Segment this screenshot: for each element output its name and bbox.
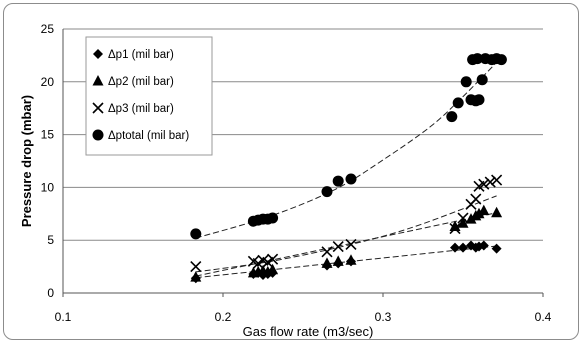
data-point [449,223,461,235]
x-tick-label: 0.4 [535,310,552,324]
data-point [267,253,279,265]
data-point [332,240,344,253]
y-axis-label: Pressure drop (mbar) [19,95,34,227]
legend-box [85,36,213,156]
data-point [252,257,264,269]
data-point [267,212,279,224]
data-point [460,76,472,88]
data-point [457,212,469,224]
data-point [446,111,458,123]
data-point [345,173,357,185]
legend-label: Δp3 (mil bar) [108,103,174,115]
data-point [473,94,485,106]
x-tick-label: 0.2 [215,310,232,324]
y-tick-label: 15 [41,128,55,142]
data-point [491,206,503,218]
y-tick-label: 20 [41,75,55,89]
data-point [491,174,503,186]
legend: Δp1 (mil bar) Δp2 (mil bar) Δp3 (mil bar) Δ… [85,36,213,156]
data-point [332,255,344,266]
data-point [478,240,489,251]
data-point [471,53,483,65]
y-tick-label: 0 [47,286,54,300]
legend-marker [92,102,104,114]
data-point [457,217,469,228]
data-point [345,238,357,250]
data-point [449,220,461,231]
legend-marker [93,49,103,59]
x-axis-label: Gas flow rate (m3/sec) [243,324,374,339]
trendline [195,195,497,273]
data-point [458,242,468,253]
data-point [262,256,274,268]
y-tick-label: 5 [47,233,54,247]
data-point [484,176,496,188]
data-point [190,228,202,240]
data-point [473,207,485,219]
data-point [478,204,490,216]
data-point [450,242,460,253]
data-point [478,178,490,190]
data-points [190,53,507,284]
legend-label: Δp1 (mil bar) [108,49,174,61]
legend-marker [92,129,104,141]
axes: 0 5 10 15 20 25 0.1 0.2 0.3 0.4 [41,22,552,324]
data-point [332,175,344,187]
data-point [190,271,202,282]
data-point [321,257,333,268]
data-point [190,261,202,273]
x-tick-label: 0.3 [375,310,392,324]
data-point [321,246,333,258]
y-tick-label: 25 [41,22,55,36]
data-point [321,186,333,198]
data-point [452,97,464,109]
data-point [491,243,502,254]
trendline [195,57,502,239]
data-point [465,213,477,224]
data-point [470,193,482,205]
data-point [495,54,507,66]
data-point [267,263,279,275]
data-point [345,254,357,265]
y-tick-label: 10 [41,180,55,194]
legend-label: Δptotal (mil bar) [108,130,189,142]
data-point [476,74,488,86]
trendline [195,245,497,279]
legend-label: Δp2 (mil bar) [108,76,174,88]
x-tick-label: 0.1 [55,310,72,324]
trendline [195,212,497,277]
legend-marker [92,75,104,86]
